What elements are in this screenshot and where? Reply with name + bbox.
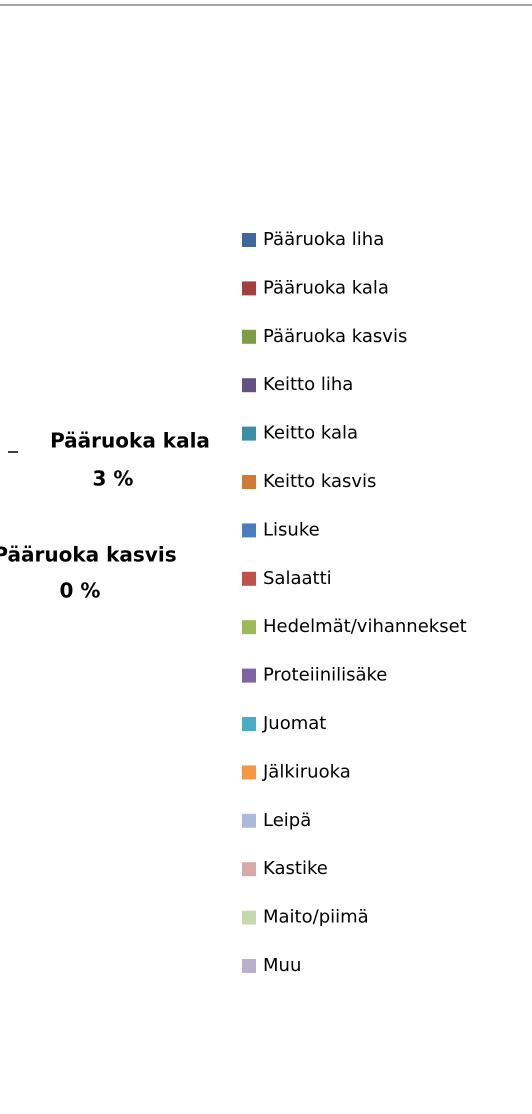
legend-swatch [242,620,256,635]
legend-swatch [242,717,256,731]
legend-label: Pääruoka kala [263,277,389,298]
legend-label: Leipä [263,810,311,831]
legend-swatch [242,523,256,538]
legend-swatch [242,765,256,780]
legend-swatch [242,959,256,973]
legend-label: Keitto kasvis [263,471,376,492]
legend-swatch [242,862,256,877]
legend-label: Keitto kala [263,423,358,444]
legend-swatch [242,668,256,683]
legend-label: Salaatti [263,568,332,589]
data-label-value: 3 % [93,467,134,491]
legend-label: Proteiinilisäke [263,665,387,686]
legend-label: Pääruoka kasvis [263,326,407,347]
data-label-value: 0 % [60,579,101,603]
legend-swatch [242,329,256,344]
legend-swatch [242,233,256,247]
legend-label: Jälkiruoka [262,761,351,782]
legend-swatch [242,281,256,296]
legend-swatch [242,475,256,489]
legend-swatch [242,571,256,586]
legend-label: Hedelmät/vihannekset [263,616,467,637]
legend-label: Pääruoka liha [263,229,384,250]
legend-swatch [242,813,256,828]
legend-swatch [242,378,256,393]
legend-swatch [242,910,256,925]
legend-label: Keitto liha [263,374,353,395]
legend-swatch [242,426,256,441]
legend-label: Maito/piimä [263,907,369,928]
legend-label: Kastike [263,858,328,879]
legend-label: Lisuke [263,519,320,540]
legend-label: Juomat [262,713,326,734]
legend-label: Muu [263,955,301,976]
data-label-name: Pääruoka kasvis [0,543,177,567]
data-label-name: Pääruoka kala [50,429,210,453]
